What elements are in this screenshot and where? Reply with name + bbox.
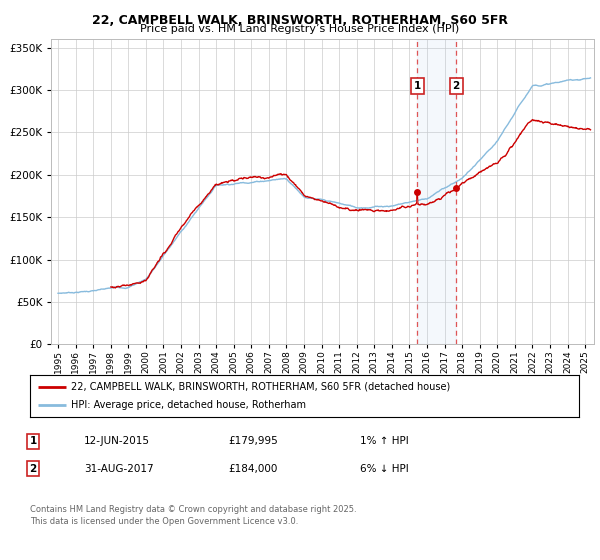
- Text: £179,995: £179,995: [228, 436, 278, 446]
- Text: HPI: Average price, detached house, Rotherham: HPI: Average price, detached house, Roth…: [71, 400, 306, 410]
- Text: 1: 1: [29, 436, 37, 446]
- Text: 31-AUG-2017: 31-AUG-2017: [84, 464, 154, 474]
- Text: 22, CAMPBELL WALK, BRINSWORTH, ROTHERHAM, S60 5FR: 22, CAMPBELL WALK, BRINSWORTH, ROTHERHAM…: [92, 14, 508, 27]
- Text: 1: 1: [413, 81, 421, 91]
- Text: 1% ↑ HPI: 1% ↑ HPI: [360, 436, 409, 446]
- Bar: [417, 39, 456, 344]
- Text: 12-JUN-2015: 12-JUN-2015: [84, 436, 150, 446]
- Text: 2: 2: [29, 464, 37, 474]
- Text: Price paid vs. HM Land Registry’s House Price Index (HPI): Price paid vs. HM Land Registry’s House …: [140, 24, 460, 34]
- Text: £184,000: £184,000: [228, 464, 277, 474]
- Text: 2: 2: [452, 81, 460, 91]
- Text: 22, CAMPBELL WALK, BRINSWORTH, ROTHERHAM, S60 5FR (detached house): 22, CAMPBELL WALK, BRINSWORTH, ROTHERHAM…: [71, 382, 451, 392]
- Text: Contains HM Land Registry data © Crown copyright and database right 2025.
This d: Contains HM Land Registry data © Crown c…: [30, 505, 356, 526]
- Text: 6% ↓ HPI: 6% ↓ HPI: [360, 464, 409, 474]
